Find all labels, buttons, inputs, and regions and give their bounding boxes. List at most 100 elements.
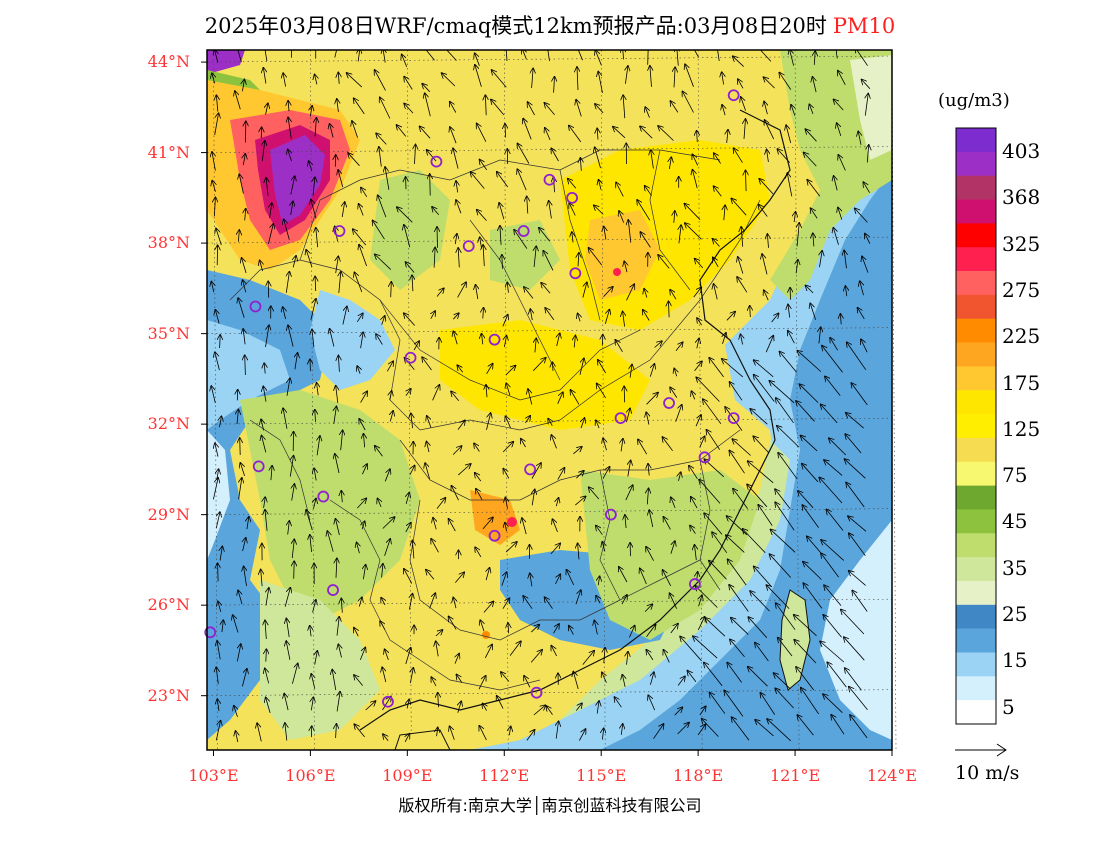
wind-arrow [453, 313, 458, 320]
wind-arrow [578, 253, 579, 267]
wind-arrow [850, 715, 868, 739]
wind-arrow [594, 621, 597, 635]
wind-arrow [480, 620, 484, 632]
wind-arrow [505, 498, 507, 509]
lon-tick-label: 115°E [576, 766, 627, 785]
wind-arrow [727, 130, 728, 144]
wind-arrow [485, 95, 486, 116]
wind-arrow [502, 255, 503, 269]
wind-arrow [382, 517, 395, 529]
wind-arrow [215, 352, 220, 371]
wind-arrow [361, 332, 364, 349]
wind-arrow [824, 585, 842, 606]
wind-arrow [247, 517, 249, 530]
sea-green-band [560, 440, 790, 720]
wind-arrow [647, 489, 648, 505]
wind-arrow [811, 208, 818, 219]
wind-arrow [841, 610, 865, 635]
wind-arrow [500, 226, 501, 245]
west-white [207, 430, 230, 560]
wind-arrow [211, 386, 216, 403]
wind-arrow [767, 150, 769, 163]
wind-arrow [725, 407, 743, 431]
wind-arrow [779, 73, 792, 90]
wind-arrow [624, 261, 627, 273]
pollutant-label: PM10 [832, 14, 896, 38]
wind-arrow [390, 411, 393, 422]
wind-arrow [699, 480, 721, 504]
wind-arrow [382, 316, 385, 325]
wind-arrow [685, 204, 701, 220]
wind-arrow [543, 251, 554, 271]
wind-arrow [567, 570, 575, 586]
city-station-marker [569, 267, 582, 280]
city-station-marker [727, 89, 740, 102]
wind-arrow [744, 119, 746, 139]
wind-arrow [726, 312, 735, 321]
wind-arrow [833, 228, 839, 245]
wind-arrow [454, 572, 464, 583]
wind-arrow [865, 234, 871, 244]
wind-arrow [309, 161, 312, 172]
wind-arrow [434, 248, 435, 268]
wind-arrow [446, 50, 457, 61]
wind-arrow [803, 562, 822, 580]
wind-arrow [603, 287, 613, 297]
colorbar-swatch [956, 366, 996, 391]
wind-arrow [616, 183, 624, 197]
wind-arrow [534, 246, 536, 268]
wind-arrow [413, 341, 419, 351]
city-station-marker [614, 412, 627, 425]
wind-arrow [431, 539, 439, 553]
colorbar-swatch [956, 175, 996, 200]
wind-arrow [359, 597, 362, 607]
wind-arrow [858, 132, 861, 145]
wind-arrow [545, 103, 555, 115]
wind-arrow [266, 178, 268, 196]
wind-arrow [315, 410, 316, 422]
wind-arrow [729, 451, 745, 474]
wind-arrow [714, 186, 722, 197]
wind-arrow [704, 513, 723, 535]
wind-arrow [578, 314, 581, 322]
wind-arrow [220, 335, 221, 349]
colorbar-swatch [956, 390, 996, 415]
wind-arrow [723, 333, 726, 345]
wind-arrow [482, 334, 483, 345]
wind-arrow [837, 123, 842, 137]
wind-arrow [404, 313, 415, 326]
colorbar-swatch [956, 318, 996, 343]
wind-arrow [704, 663, 723, 687]
wind-arrow [576, 100, 582, 117]
wind-arrow [729, 585, 749, 612]
wind-arrow [429, 593, 436, 609]
wind-arrow [627, 652, 629, 665]
wind-arrow [382, 697, 391, 711]
wind-arrow [286, 619, 289, 638]
wind-arrow [449, 519, 456, 532]
wind-arrow [788, 331, 795, 344]
wind-arrow [384, 539, 391, 556]
wind-arrow [776, 603, 796, 630]
wind-arrow [266, 649, 267, 662]
hotspot-south [482, 631, 490, 639]
wind-arrow [813, 233, 814, 247]
wind-arrow [532, 490, 535, 506]
wind-arrow [533, 358, 545, 371]
wind-arrow [215, 721, 220, 741]
wind-arrow [354, 628, 358, 637]
wind-arrow [354, 98, 365, 115]
wind-arrow [432, 207, 440, 216]
lat-gridline [206, 508, 893, 515]
wind-arrow [476, 489, 483, 500]
wind-arrow [674, 708, 683, 716]
wind-arrow [330, 329, 335, 347]
wind-arrow [457, 420, 465, 430]
wind-arrow [477, 210, 487, 221]
colorbar-swatch [956, 652, 996, 677]
city-station-marker [488, 529, 501, 542]
wind-arrow [597, 701, 599, 714]
wind-arrow [595, 50, 602, 66]
wind-arrow [637, 200, 651, 221]
